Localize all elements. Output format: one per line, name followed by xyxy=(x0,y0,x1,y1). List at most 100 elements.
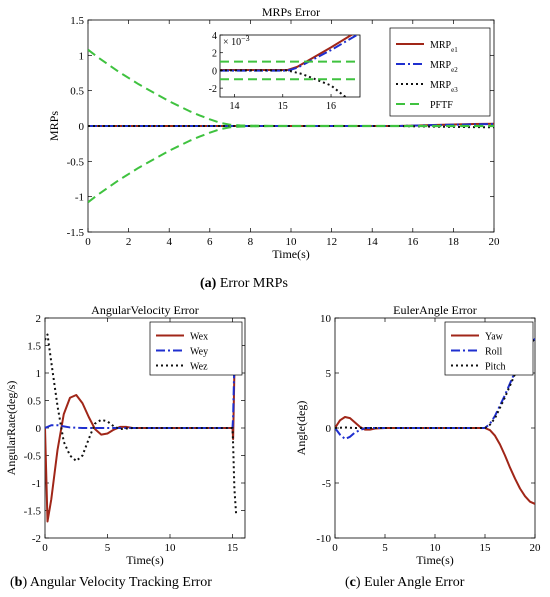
inset-y-tick-label-2: 2 xyxy=(212,49,217,60)
x-tick-label-a-1: 2 xyxy=(126,236,132,248)
legend-sub: e2 xyxy=(451,66,458,74)
chart-b-series-2 xyxy=(45,333,238,517)
x-tick-label-b-3: 15 xyxy=(227,542,239,554)
x-axis-label-b: Time(s) xyxy=(126,553,164,567)
inset-exponent-base: × 10 xyxy=(223,37,241,48)
y-tick-label-b-4: 0 xyxy=(36,423,42,435)
x-tick-label-a-0: 0 xyxy=(85,236,91,248)
caption-a-text: Error MRPs xyxy=(216,276,288,291)
chart-c-series-2 xyxy=(335,337,535,429)
legend-label-c-2: Pitch xyxy=(485,362,506,373)
y-axis-label-b: AngularRate(deg/s) xyxy=(4,381,18,476)
chart-c: 0 5 10 15 20 -10 -5 0 5 10 EulerAngle Error Time(s)… xyxy=(294,303,541,567)
inset-series-1 xyxy=(220,35,359,72)
x-tick-label-b-1: 5 xyxy=(105,542,111,554)
y-tick-label-b-3: -0.5 xyxy=(24,451,42,463)
x-tick-label-b-2: 10 xyxy=(165,542,177,554)
inset-series-2 xyxy=(220,69,347,97)
legend-name: Wey xyxy=(190,347,208,358)
caption-c-label: (c) xyxy=(345,575,361,590)
legend-sub: e3 xyxy=(451,86,458,94)
chart-a: 0 2 4 6 8 10 12 14 16 18 20-1.5-1-0.500.511.5MRPs … xyxy=(47,5,500,261)
x-tick-label-a-4: 8 xyxy=(248,236,254,248)
y-tick-label-b-1: -1.5 xyxy=(24,506,42,518)
inset-exponent: × 10−3 xyxy=(223,34,250,49)
y-tick-label-a-6: 1.5 xyxy=(70,15,84,27)
legend-label-a-3: PFTF xyxy=(430,100,453,111)
x-axis-label-a: Time(s) xyxy=(272,247,310,261)
inset-y-tick-label-0: -2 xyxy=(209,84,217,95)
y-tick-label-a-1: -1 xyxy=(75,192,84,204)
legend-label-b-1: Wey xyxy=(190,347,208,358)
inset-exponent-power: −3 xyxy=(241,34,250,43)
y-tick-label-b-7: 1.5 xyxy=(27,341,41,353)
legend-name: Wez xyxy=(190,362,208,373)
y-tick-label-a-2: -0.5 xyxy=(67,156,85,168)
caption-a-label: (a) xyxy=(200,276,217,291)
chart-title-b: AngularVelocity Error xyxy=(91,303,199,317)
inset-y-tick-label-1: 0 xyxy=(212,66,217,77)
caption-b-text: Angular Velocity Tracking Error xyxy=(27,575,212,590)
y-tick-label-a-3: 0 xyxy=(79,121,85,133)
x-tick-label-a-6: 12 xyxy=(326,236,337,248)
inset-y-tick-label-3: 4 xyxy=(212,31,217,42)
legend-label-c-0: Yaw xyxy=(485,332,504,343)
caption-b: (b) Angular Velocity Tracking Error xyxy=(10,575,212,591)
y-tick-label-c-1: -5 xyxy=(322,478,332,490)
y-tick-label-b-0: -2 xyxy=(32,533,41,545)
chart-a-series-3-lower xyxy=(88,125,494,204)
legend-label-b-0: Wex xyxy=(190,332,208,343)
x-tick-label-a-8: 16 xyxy=(407,236,419,248)
x-tick-label-c-4: 20 xyxy=(530,542,542,554)
y-tick-label-c-3: 5 xyxy=(326,368,332,380)
y-tick-label-c-4: 10 xyxy=(320,313,332,325)
chart-title-c: EulerAngle Error xyxy=(393,303,477,317)
x-tick-label-a-10: 20 xyxy=(489,236,501,248)
legend-name: Pitch xyxy=(485,362,506,373)
legend-name: PFTF xyxy=(430,100,453,111)
caption-b-label: (b) xyxy=(10,575,28,590)
x-tick-label-c-3: 15 xyxy=(480,542,492,554)
chart-b: 0 5 10 15 -2 -1.5 -1 -0.5 0 0.5 1 1.5 2 AngularVeloci… xyxy=(4,303,246,567)
legend-label-a-2: MRPe3 xyxy=(430,80,458,94)
y-tick-label-c-2: 0 xyxy=(326,423,332,435)
x-tick-label-b-0: 0 xyxy=(42,542,48,554)
x-tick-label-a-7: 14 xyxy=(367,236,379,248)
caption-c: (c) Euler Angle Error xyxy=(345,575,464,591)
x-axis-label-c: Time(s) xyxy=(416,553,454,567)
legend-name: MRP xyxy=(430,40,452,51)
legend-name: Roll xyxy=(485,347,502,358)
chart-a-series-1 xyxy=(88,123,494,127)
caption-a: (a) Error MRPs xyxy=(200,276,288,292)
y-tick-label-b-8: 2 xyxy=(36,313,42,325)
caption-c-letter: c xyxy=(349,575,356,590)
x-tick-label-c-2: 10 xyxy=(430,542,442,554)
caption-b-letter: b xyxy=(14,575,23,590)
legend-box-c xyxy=(444,321,534,376)
y-tick-label-b-6: 1 xyxy=(36,368,42,380)
legend-label-a-1: MRPe2 xyxy=(430,60,458,74)
inset-x-tick-label-1: 15 xyxy=(278,101,288,112)
y-tick-label-b-5: 0.5 xyxy=(27,396,41,408)
inset-x-tick-label-2: 16 xyxy=(326,101,336,112)
legend-label-c-1: Roll xyxy=(485,347,502,358)
x-tick-label-a-3: 6 xyxy=(207,236,213,248)
chart-title-a: MRPs Error xyxy=(262,5,320,19)
caption-c-text: Euler Angle Error xyxy=(360,575,465,590)
legend-name: Wex xyxy=(190,332,208,343)
y-tick-label-a-4: 0.5 xyxy=(70,86,84,98)
legend-name: MRP xyxy=(430,80,452,91)
y-axis-label-c: Angle(deg) xyxy=(294,401,308,456)
legend-box-a xyxy=(389,27,491,117)
legend-label-b-2: Wez xyxy=(190,362,208,373)
inset-x-tick-label-0: 14 xyxy=(229,101,239,112)
x-tick-label-a-2: 4 xyxy=(166,236,172,248)
y-tick-label-c-0: -10 xyxy=(316,533,331,545)
chart-b-series-1 xyxy=(45,334,238,429)
x-tick-label-c-1: 5 xyxy=(382,542,388,554)
x-tick-label-a-9: 18 xyxy=(448,236,460,248)
chart-c-series-0 xyxy=(335,416,535,505)
y-tick-label-b-2: -1 xyxy=(32,478,41,490)
legend-name: Yaw xyxy=(485,332,504,343)
